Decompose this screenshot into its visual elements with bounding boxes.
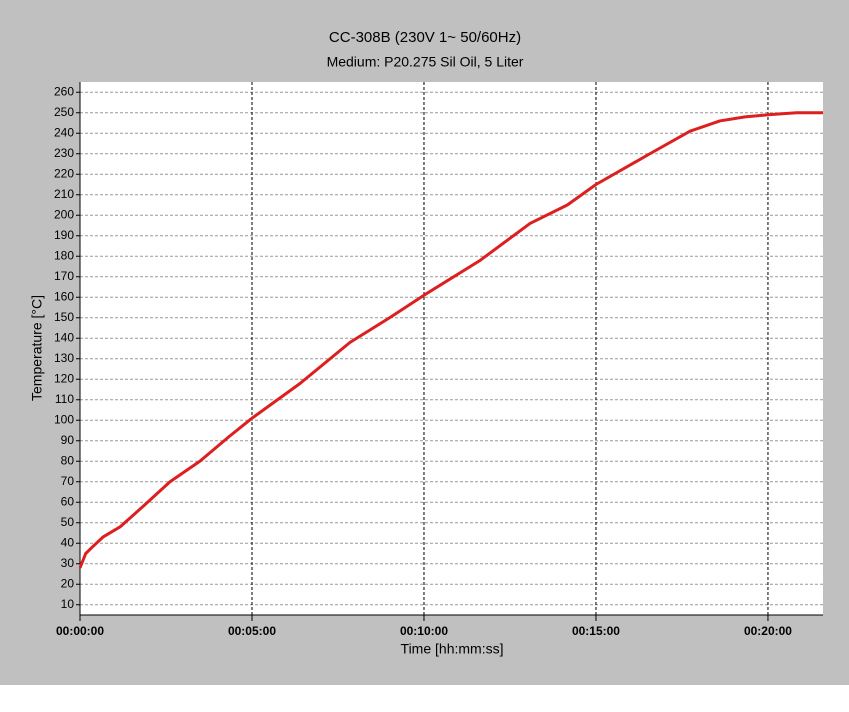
y-tick-label: 90 <box>61 433 75 447</box>
chart-title: CC-308B (230V 1~ 50/60Hz) <box>329 29 521 46</box>
y-tick-label: 150 <box>54 310 74 324</box>
y-tick-label: 260 <box>54 84 74 98</box>
y-tick-label: 80 <box>61 453 75 467</box>
y-tick-label: 230 <box>54 146 74 160</box>
y-axis-label: Temperature [°C] <box>29 295 45 401</box>
y-tick-label: 120 <box>54 371 74 385</box>
y-tick-label: 160 <box>54 289 74 303</box>
y-tick-label: 200 <box>54 207 74 221</box>
y-tick-label: 60 <box>61 494 75 508</box>
y-tick-label: 100 <box>54 412 74 426</box>
y-tick-label: 20 <box>61 576 75 590</box>
y-tick-label: 40 <box>61 535 75 549</box>
y-tick-label: 50 <box>61 515 75 529</box>
y-tick-label: 210 <box>54 187 74 201</box>
y-tick-label: 190 <box>54 228 74 242</box>
chart-subtitle: Medium: P20.275 Sil Oil, 5 Liter <box>327 54 524 70</box>
x-tick-label: 00:10:00 <box>400 624 448 638</box>
x-tick-label: 00:00:00 <box>56 624 104 638</box>
y-tick-label: 240 <box>54 125 74 139</box>
y-tick-label: 250 <box>54 105 74 119</box>
y-tick-label: 110 <box>55 392 74 406</box>
x-tick-label: 00:05:00 <box>228 624 276 638</box>
y-tick-label: 220 <box>54 166 74 180</box>
x-tick-label: 00:20:00 <box>744 624 792 638</box>
data-line <box>78 111 823 569</box>
x-axis-label: Time [hh:mm:ss] <box>401 641 504 657</box>
y-tick-label: 70 <box>61 474 75 488</box>
plot-area <box>80 82 823 615</box>
y-tick-label: 10 <box>61 597 75 611</box>
y-tick-label: 180 <box>54 248 74 262</box>
y-tick-label: 30 <box>61 556 75 570</box>
y-tick-label: 140 <box>54 330 74 344</box>
x-tick-label: 00:15:00 <box>572 624 620 638</box>
y-tick-label: 170 <box>54 269 74 283</box>
y-tick-label: 130 <box>54 351 74 365</box>
